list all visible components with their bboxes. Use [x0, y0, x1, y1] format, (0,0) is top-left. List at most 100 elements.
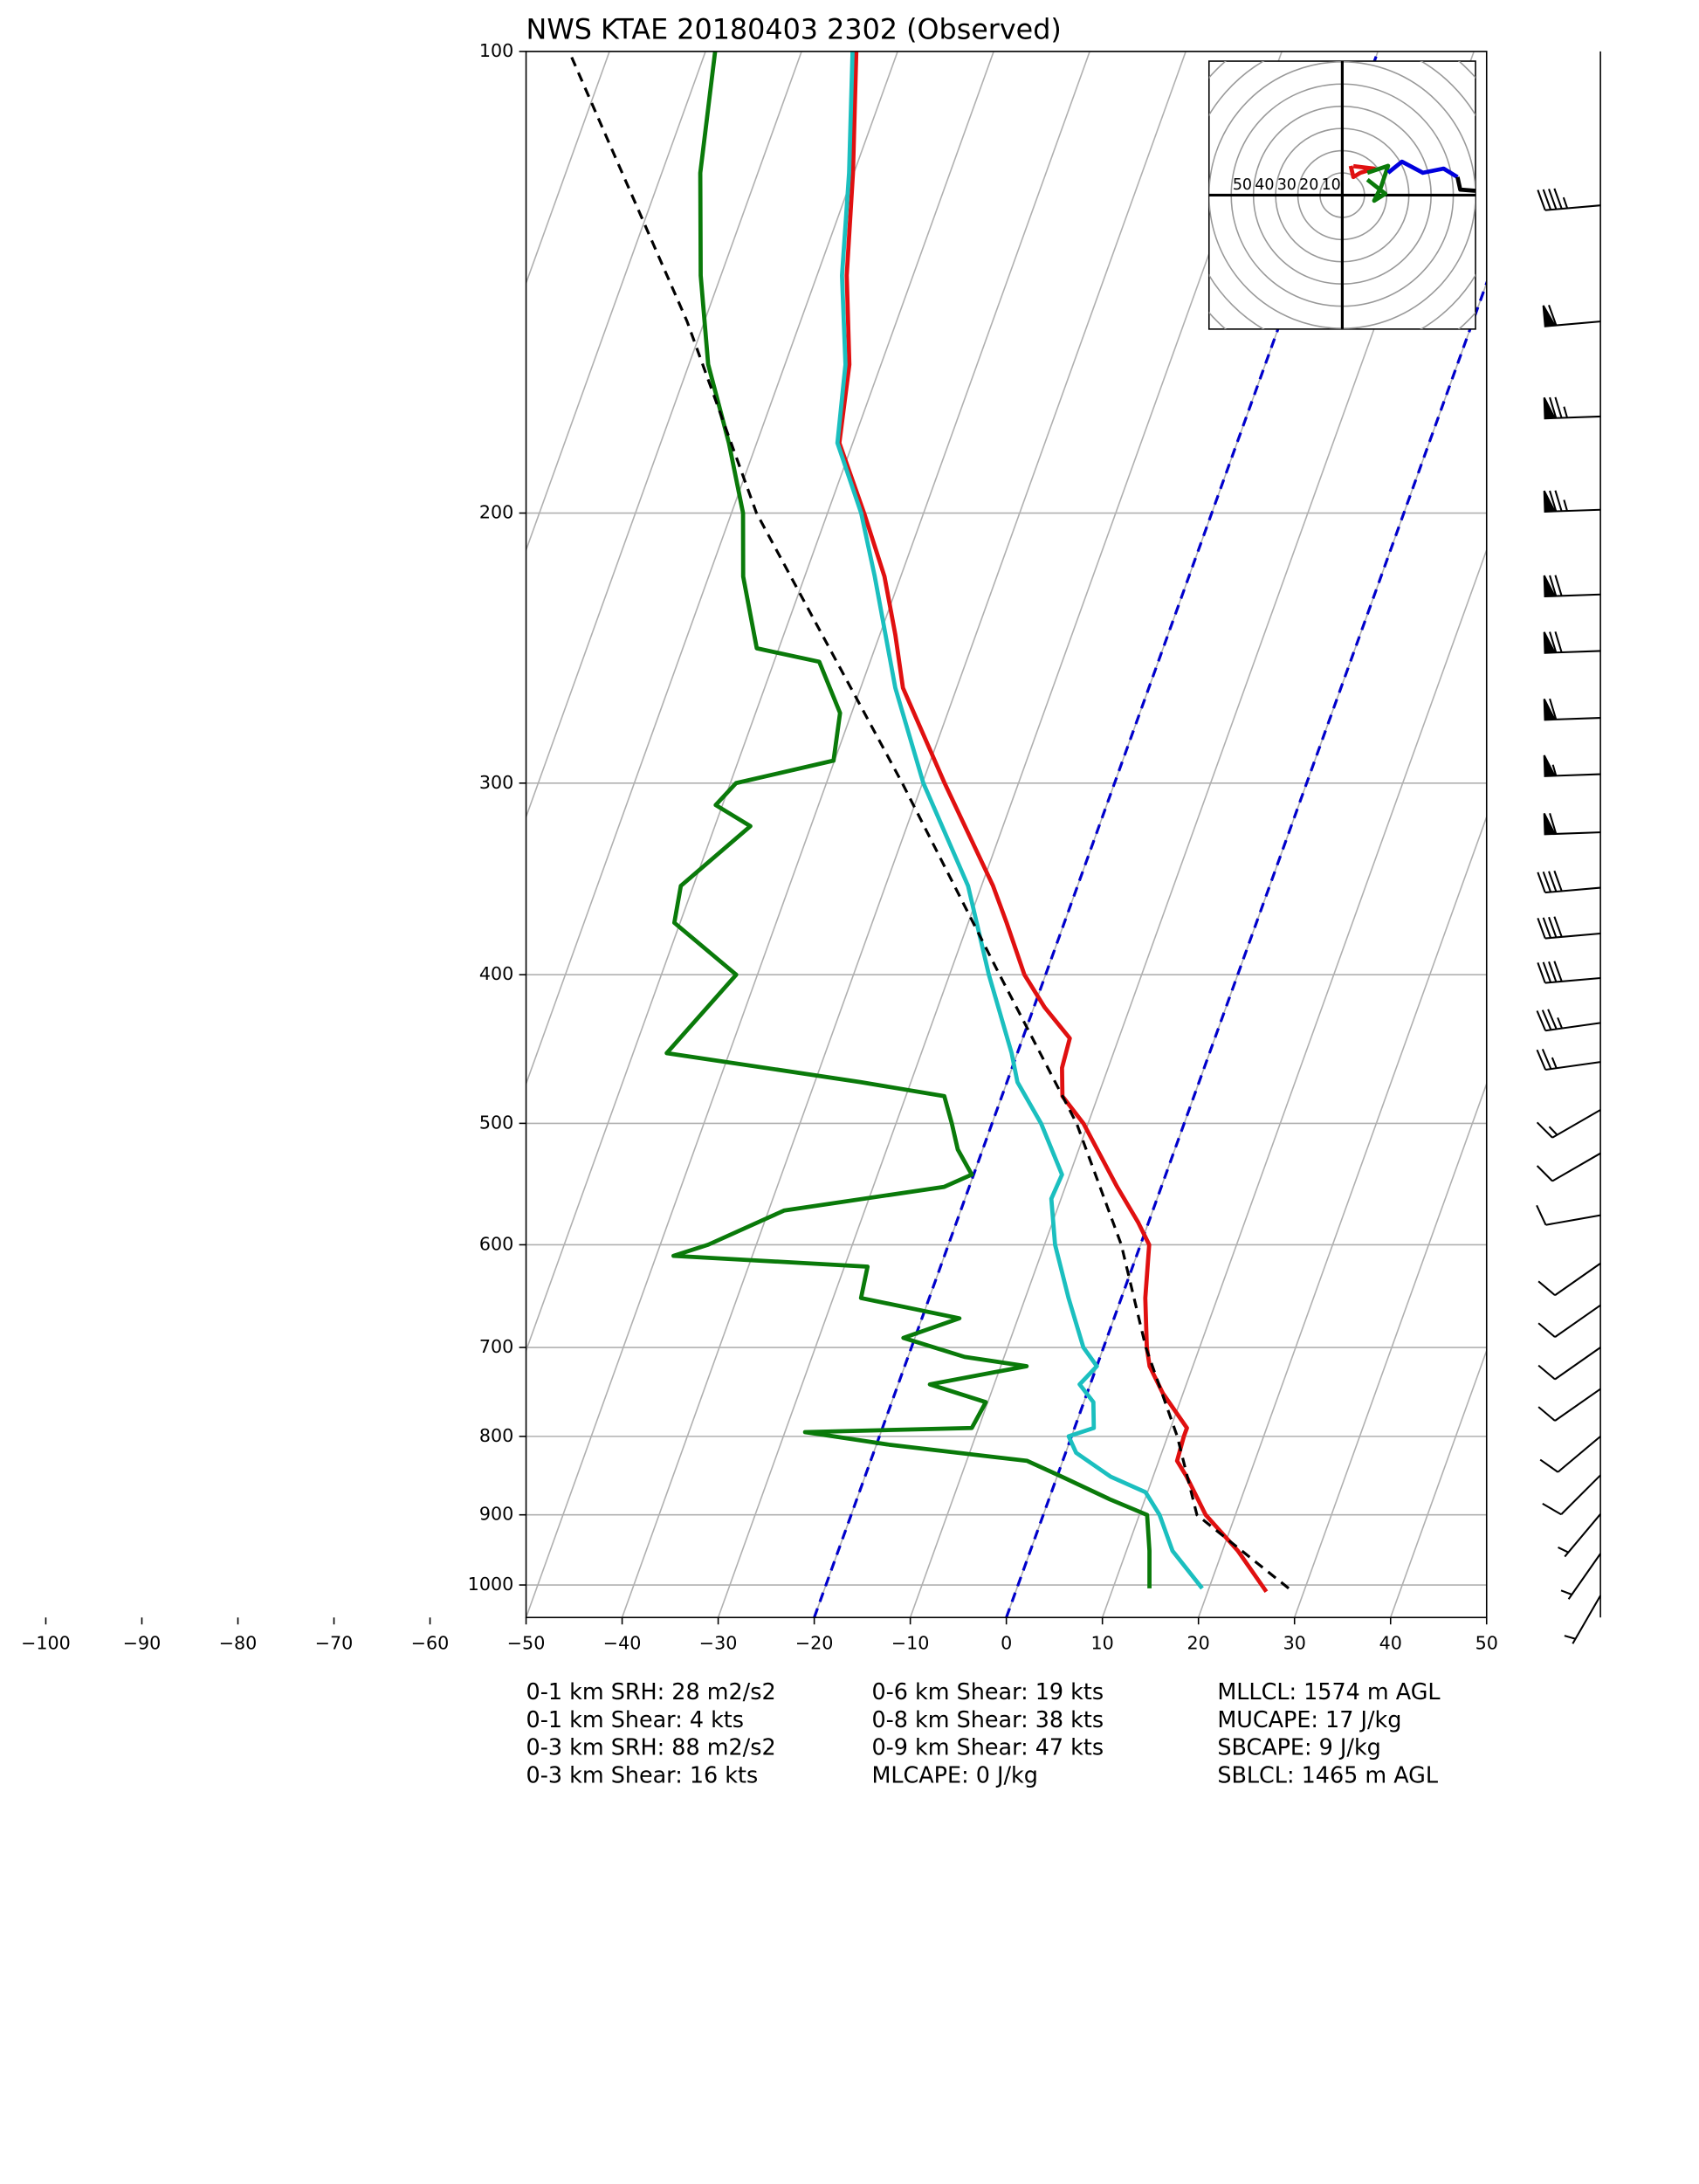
wind-barb — [1537, 916, 1601, 940]
isotherm — [526, 51, 898, 1086]
profile-line — [837, 51, 1269, 1594]
hodograph-ring-label: 30 — [1277, 176, 1297, 194]
y-tick-label: 500 — [479, 1112, 513, 1133]
wind-barb — [1536, 1152, 1601, 1182]
y-tick-label: 1000 — [468, 1574, 514, 1595]
wind-barb — [1537, 870, 1601, 894]
wind-barb — [1560, 1553, 1601, 1600]
isotherm — [1389, 1348, 1487, 1618]
isotherm — [1197, 815, 1487, 1618]
x-tick-label: −60 — [411, 1632, 450, 1653]
isotherm — [526, 51, 994, 1354]
hodograph-line — [1365, 163, 1391, 203]
wind-barb — [1543, 812, 1601, 836]
stat-text: MLLCL: 1574 m AGL — [1217, 1678, 1441, 1705]
axes: −100 −90 −80 −70 −60 −50 −40 −30 −20 −10 0 10 20 30 40… — [21, 40, 1498, 1654]
wind-barb — [1543, 490, 1601, 513]
stat-text: 0-1 km SRH: 28 m2/s2 — [526, 1678, 776, 1705]
wind-barb — [1537, 1347, 1601, 1381]
x-tick-label: −50 — [507, 1632, 546, 1653]
wind-barb — [1537, 1304, 1601, 1338]
y-tick-label: 900 — [479, 1504, 513, 1525]
y-tick-label: 700 — [479, 1336, 513, 1357]
isotherm — [526, 51, 1090, 1618]
wind-barb — [1537, 961, 1601, 984]
stat-text: SBCAPE: 9 J/kg — [1217, 1734, 1381, 1760]
hodograph — [1208, 61, 1476, 329]
wind-barb — [1536, 1204, 1601, 1226]
stat-text: 0-3 km Shear: 16 kts — [526, 1761, 759, 1788]
x-tick-label: −90 — [123, 1632, 162, 1653]
chart-title: NWS KTAE 20180403 2302 (Observed) — [526, 14, 1062, 46]
stat-text: 0-6 km Shear: 19 kts — [871, 1678, 1104, 1705]
wind-barb — [1536, 1048, 1601, 1071]
wind-barb — [1543, 575, 1601, 598]
wind-barb — [1536, 1109, 1601, 1139]
x-tick-label: −100 — [21, 1632, 71, 1653]
x-tick-label: 0 — [1001, 1632, 1012, 1653]
wind-barb — [1536, 1009, 1601, 1032]
x-tick-label: 40 — [1379, 1632, 1402, 1653]
hodograph-line — [1348, 163, 1377, 180]
y-tick-label: 200 — [479, 502, 513, 523]
x-tick-label: −20 — [795, 1632, 834, 1653]
wind-barb — [1543, 698, 1601, 721]
x-tick-label: 10 — [1091, 1632, 1114, 1653]
hodograph-labels: 50 40 30 20 10 — [1233, 176, 1341, 194]
y-tick-label: 800 — [479, 1425, 513, 1446]
isotherm — [621, 51, 1187, 1618]
hodograph-ring-label: 10 — [1322, 176, 1341, 194]
stats: 0-1 km SRH: 28 m2/s20-1 km Shear: 4 kts0… — [526, 1678, 1441, 1788]
wind-barb — [1564, 1595, 1602, 1644]
isotherm — [526, 51, 610, 286]
profile-line — [835, 51, 1204, 1590]
profile-line — [664, 51, 1152, 1588]
y-tick-label: 100 — [479, 40, 513, 61]
wind-barb — [1542, 305, 1601, 327]
x-tick-label: −10 — [891, 1632, 930, 1653]
stat-text: 0-3 km SRH: 88 m2/s2 — [526, 1734, 776, 1760]
isotherm — [1486, 1615, 1487, 1618]
wind-barb — [1537, 1388, 1601, 1422]
stat-text: SBLCL: 1465 m AGL — [1217, 1761, 1439, 1788]
wind-barb — [1537, 188, 1601, 211]
wind-barb — [1558, 1513, 1601, 1558]
y-tick-label: 300 — [479, 772, 513, 793]
x-tick-label: 20 — [1187, 1632, 1210, 1653]
wind-barb — [1543, 631, 1601, 654]
y-tick-label: 400 — [479, 963, 513, 984]
x-tick-label: −40 — [603, 1632, 642, 1653]
stat-text: 0-1 km Shear: 4 kts — [526, 1706, 744, 1733]
isotherm — [526, 51, 706, 553]
wind-barb — [1542, 1474, 1601, 1516]
y-tick-label: 600 — [479, 1233, 513, 1254]
profiles — [567, 51, 1290, 1594]
x-tick-label: −70 — [315, 1632, 354, 1653]
wind-barb — [1543, 754, 1601, 777]
stat-text: 0-9 km Shear: 47 kts — [871, 1734, 1104, 1760]
x-tick-label: −80 — [219, 1632, 258, 1653]
hodograph-ring-label: 40 — [1255, 176, 1274, 194]
hodograph-ring-label: 20 — [1299, 176, 1318, 194]
wind-barb — [1537, 1262, 1601, 1297]
parcel-line — [567, 51, 1290, 1590]
hodograph-line — [1455, 176, 1476, 193]
grid — [526, 51, 1487, 1618]
stat-text: MUCAPE: 17 J/kg — [1217, 1706, 1401, 1733]
x-tick-label: 30 — [1283, 1632, 1306, 1653]
wind-barbs — [1536, 188, 1602, 1644]
hodograph-line — [1386, 159, 1459, 179]
wind-barb — [1539, 1436, 1601, 1473]
x-tick-label: 50 — [1475, 1632, 1498, 1653]
stat-text: MLCAPE: 0 J/kg — [871, 1761, 1037, 1788]
isotherm — [1293, 1081, 1487, 1618]
isotherm — [526, 51, 802, 819]
wind-barb — [1543, 396, 1601, 420]
stat-text: 0-8 km Shear: 38 kts — [871, 1706, 1104, 1733]
isotherm — [1101, 548, 1487, 1618]
hodograph-ring-label: 50 — [1233, 176, 1252, 194]
x-tick-label: −30 — [699, 1632, 738, 1653]
isotherm — [717, 51, 1283, 1618]
